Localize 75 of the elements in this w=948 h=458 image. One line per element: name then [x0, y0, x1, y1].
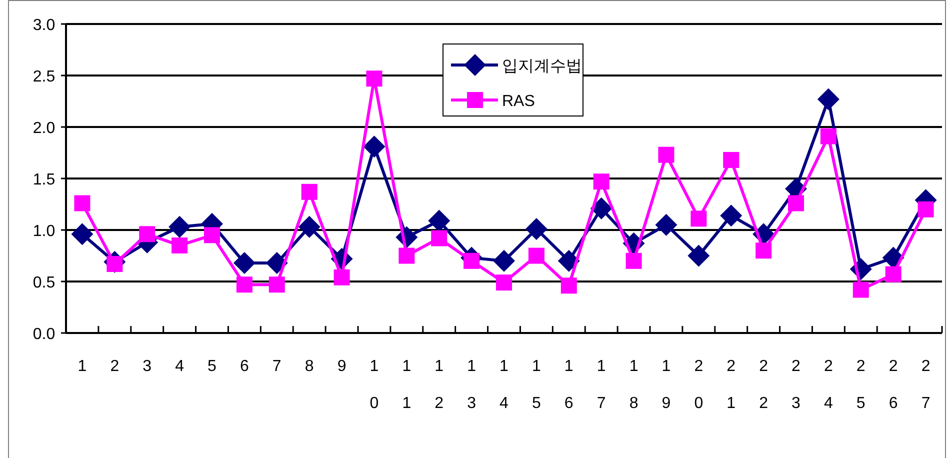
x-tick-label: 5	[204, 358, 220, 395]
x-tick-label: 9	[333, 358, 350, 395]
point	[688, 244, 710, 267]
point	[626, 252, 642, 269]
point	[168, 216, 191, 238]
point	[301, 184, 318, 200]
point	[236, 276, 252, 293]
point	[593, 174, 610, 190]
point	[852, 282, 869, 298]
point	[71, 223, 94, 246]
point	[172, 237, 188, 254]
point	[525, 218, 548, 240]
y-tick-label: 1.5	[32, 172, 56, 188]
x-tick-label: 25	[852, 358, 870, 432]
x-tick-label: 8	[300, 358, 318, 395]
x-tick-label: 6	[236, 358, 253, 395]
point	[720, 204, 742, 227]
x-tick-label: 27	[917, 358, 934, 432]
x-tick-label: 11	[398, 358, 416, 432]
point	[268, 276, 285, 293]
point	[590, 197, 612, 220]
point	[431, 230, 448, 246]
x-tick-label: 2	[106, 358, 124, 395]
x-tick-label: 10	[366, 358, 383, 432]
point	[820, 128, 836, 144]
x-tick-label: 26	[884, 358, 902, 432]
x-tick-label: 22	[755, 358, 772, 432]
point	[496, 274, 512, 291]
point	[233, 252, 256, 274]
x-tick-label: 20	[690, 358, 708, 432]
point	[298, 216, 320, 238]
x-tick-label: 13	[463, 358, 480, 432]
point	[204, 227, 220, 244]
y-tick-label: 2.0	[32, 120, 56, 137]
x-tick-label: 7	[268, 358, 286, 395]
y-tick-label: 0.5	[32, 274, 56, 292]
x-tick-label: 19	[658, 358, 675, 432]
x-tick-label: 1	[74, 358, 91, 395]
point	[528, 248, 544, 264]
x-tick-label: 24	[820, 358, 837, 432]
x-tick-label: 12	[430, 358, 448, 432]
point	[363, 136, 386, 158]
point	[690, 210, 707, 227]
point	[817, 88, 840, 110]
legend-label: RAS	[502, 93, 535, 110]
y-tick-label: 3.0	[32, 17, 56, 34]
x-tick-label: 16	[560, 358, 578, 432]
point	[398, 248, 415, 264]
x-tick-label: 15	[528, 358, 545, 432]
x-tick-label: 17	[592, 358, 610, 432]
point	[885, 266, 902, 282]
point	[366, 70, 382, 87]
point	[918, 201, 934, 218]
point	[655, 214, 678, 236]
y-tick-label: 2.5	[32, 68, 56, 86]
x-tick-label: 21	[722, 358, 740, 432]
point	[658, 146, 674, 163]
x-tick-label: 4	[171, 358, 188, 395]
point	[756, 242, 772, 259]
legend-label: 입지계수법	[502, 58, 582, 75]
point	[74, 195, 90, 212]
x-tick-label: 14	[496, 358, 512, 432]
point	[334, 269, 350, 286]
y-tick-label: 1.0	[32, 223, 56, 240]
point	[788, 195, 804, 212]
x-tick-label: 18	[625, 358, 642, 432]
point	[560, 278, 577, 294]
x-tick-label: 23	[788, 358, 804, 432]
point	[558, 250, 580, 272]
x-tick-label: 3	[138, 358, 156, 395]
point	[493, 250, 515, 272]
point	[139, 226, 156, 242]
point	[428, 210, 450, 232]
point	[723, 152, 740, 168]
y-tick-label: 0.0	[32, 326, 56, 343]
